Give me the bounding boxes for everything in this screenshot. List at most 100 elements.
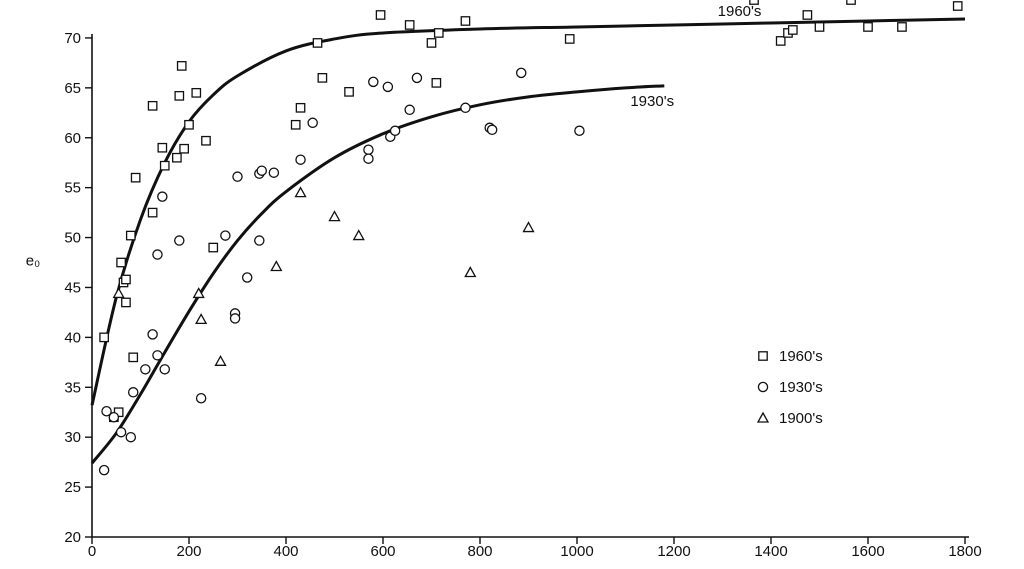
data-point-circle: [363, 153, 374, 164]
curve-label: 1930's: [630, 93, 674, 110]
x-tick-label: 1400: [754, 543, 787, 560]
data-point-square: [125, 230, 136, 241]
data-point-circle: [125, 431, 137, 443]
data-point-square: [460, 16, 471, 26]
data-point-square: [787, 25, 798, 35]
y-axis-label: e₀: [26, 253, 41, 270]
data-point-square: [290, 119, 301, 130]
data-point-square: [295, 102, 306, 113]
y-tick-label: 70: [64, 30, 81, 47]
data-point-circle: [152, 249, 163, 260]
axes: 0 200 400 600 800 1000 1200 1400 1600 1800 20 25 30…: [64, 30, 981, 560]
data-point-square: [121, 274, 131, 285]
data-point-circle: [368, 76, 379, 88]
data-point-square: [172, 152, 182, 163]
data-point-triangle: [214, 354, 227, 366]
x-tick-label: 200: [176, 543, 201, 560]
data-point-square: [174, 90, 185, 101]
data-point-triangle: [522, 221, 535, 233]
y-tick-label: 55: [64, 180, 81, 197]
x-tick-label: 0: [88, 543, 96, 560]
data-point-square: [426, 38, 437, 48]
data-point-square: [191, 87, 202, 98]
x-tick-label: 1800: [948, 543, 981, 560]
data-point-circle: [147, 329, 158, 340]
data-point-square: [208, 242, 219, 253]
data-point-circle: [127, 387, 139, 398]
data-point-triangle: [352, 229, 365, 241]
data-point-square: [121, 297, 131, 308]
data-point-circle: [157, 191, 168, 202]
data-point-square: [344, 86, 354, 97]
x-tick-label: 800: [467, 543, 492, 560]
y-tick-label: 40: [64, 329, 81, 346]
data-point-square: [404, 20, 415, 30]
data-point-circle: [232, 171, 243, 182]
data-point-triangle: [112, 287, 125, 299]
data-points: [98, 0, 963, 476]
y-tick-label: 60: [64, 130, 81, 147]
data-point-triangle: [192, 287, 205, 299]
fit-curves: [90, 17, 966, 465]
data-point-circle: [174, 235, 185, 246]
data-point-triangle: [328, 210, 341, 222]
data-point-square: [564, 34, 575, 44]
legend-label: 1960's: [779, 348, 823, 365]
data-point-square: [897, 22, 907, 32]
x-tick-label: 1000: [560, 543, 593, 560]
data-point-square: [157, 142, 168, 153]
data-point-square: [184, 119, 194, 130]
fit-curve-1960s: [90, 17, 966, 406]
data-point-square: [814, 22, 825, 32]
data-point-triangle: [294, 186, 307, 198]
data-point-square: [317, 73, 328, 83]
legend-label: 1930's: [779, 379, 823, 396]
data-point-circle: [115, 426, 127, 438]
x-tick-label: 1200: [657, 543, 690, 560]
curve-label: 1960's: [718, 3, 762, 20]
data-point-circle: [241, 272, 253, 283]
data-point-square: [431, 78, 442, 88]
data-point-circle: [268, 167, 280, 178]
data-point-square: [863, 22, 873, 32]
data-point-circle: [515, 67, 527, 79]
legend-marker-square: [758, 351, 768, 361]
data-point-square: [802, 10, 813, 20]
x-ticks: 0 200 400 600 800 1000 1200 1400 1600 1800: [88, 537, 982, 560]
data-point-circle: [295, 154, 306, 165]
data-point-square: [952, 1, 963, 11]
y-tick-label: 65: [64, 80, 81, 97]
data-point-triangle: [464, 266, 477, 278]
legend-marker-triangle: [756, 411, 770, 423]
data-point-circle: [195, 393, 207, 404]
data-point-circle: [159, 364, 170, 375]
data-point-square: [128, 352, 139, 363]
data-point-square: [147, 207, 158, 218]
x-tick-label: 600: [370, 543, 395, 560]
data-point-square: [846, 0, 856, 5]
data-point-square: [147, 100, 158, 111]
data-point-circle: [101, 405, 112, 417]
x-tick-label: 1600: [851, 543, 884, 560]
data-point-circle: [382, 81, 394, 93]
data-point-square: [375, 10, 386, 20]
data-point-square: [130, 172, 141, 183]
data-point-circle: [220, 230, 231, 241]
data-point-circle: [152, 350, 163, 361]
y-tick-label: 30: [64, 429, 81, 446]
data-point-square: [176, 61, 187, 71]
legend-label: 1900's: [779, 410, 823, 427]
data-point-circle: [108, 411, 120, 423]
y-tick-label: 45: [64, 279, 81, 296]
legend-marker-circle: [757, 381, 769, 393]
data-point-square: [201, 135, 211, 146]
data-point-square: [159, 160, 170, 171]
data-point-square: [179, 143, 189, 154]
data-point-circle: [229, 313, 241, 324]
data-point-circle: [389, 125, 401, 137]
data-point-circle: [411, 72, 423, 84]
data-point-square: [749, 0, 759, 5]
data-point-circle: [98, 464, 110, 476]
data-point-square: [116, 257, 126, 268]
